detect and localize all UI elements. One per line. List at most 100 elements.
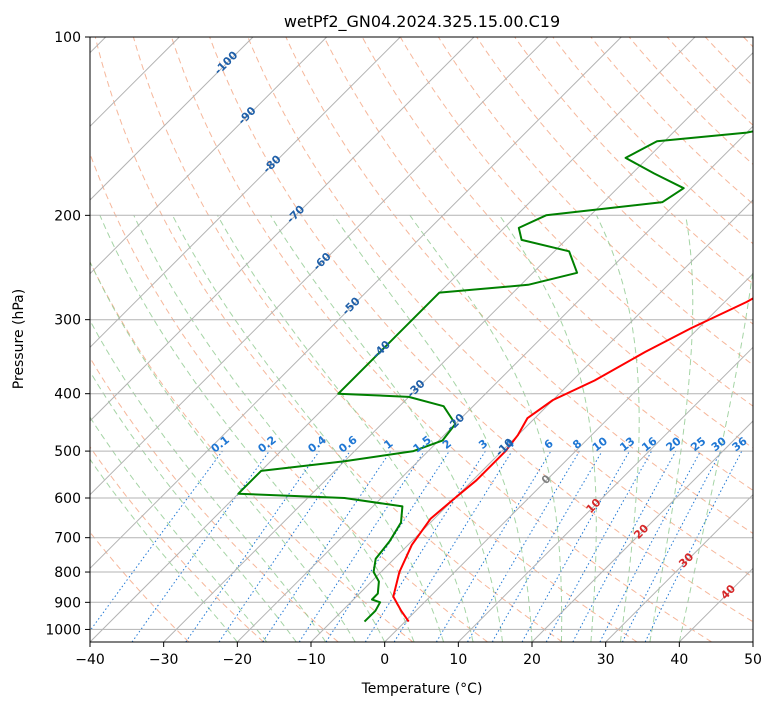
isotherm-line: [678, 567, 753, 642]
x-tick-label: 40: [670, 652, 688, 668]
isotherm-label: -80: [261, 152, 284, 175]
isotherm-line: [163, 51, 753, 642]
isotherm-label: 0: [539, 472, 554, 487]
moist-adiabat: [90, 319, 327, 642]
moist-adiabat: [99, 215, 386, 642]
isotherm-line: [605, 493, 753, 642]
mixing-ratio-line: [644, 450, 743, 642]
isotherm-line: [752, 641, 753, 642]
mixing-ratio-line: [467, 450, 580, 642]
isotherm-label: -10: [493, 436, 516, 459]
x-tick-label: −10: [296, 652, 326, 668]
mixing-ratio-line: [393, 450, 513, 642]
y-tick-label: 900: [54, 595, 81, 611]
y-tick-label: 1000: [45, 622, 81, 638]
temperature-line: [392, 297, 753, 623]
mixing-ratio-label: 0.4: [305, 433, 329, 455]
dry-adiabat: [90, 356, 339, 642]
dry-adiabat: [90, 446, 264, 642]
isotherm-line: [90, 37, 401, 349]
x-tick-label: 30: [597, 652, 615, 668]
isotherm-label: 30: [676, 550, 696, 570]
isotherm-line: [236, 125, 753, 642]
dry-adiabat: [323, 37, 753, 491]
moist-adiabat: [649, 215, 694, 642]
moist-adiabat: [409, 215, 563, 642]
isotherm-line: [531, 420, 753, 642]
mixing-ratio-line: [90, 450, 223, 632]
mixing-ratio-label: 1.5: [411, 433, 434, 455]
moist-adiabat: [596, 215, 640, 642]
dry-adiabat: [209, 37, 753, 623]
mixing-ratio-label: 2: [440, 437, 454, 452]
moist-adiabat: [678, 265, 753, 642]
dry-adiabat: [437, 37, 753, 366]
dry-adiabat: [132, 37, 638, 642]
mixing-ratio-line: [298, 450, 425, 642]
isotherm-label: 10: [584, 496, 604, 516]
isotherm-label: -70: [284, 202, 307, 225]
mixing-ratio-line: [325, 450, 450, 642]
chart-title: wetPf2_GN04.2024.325.15.00.C19: [284, 12, 560, 32]
mixing-ratio-line: [185, 450, 320, 642]
moist-adiabat: [333, 215, 533, 642]
mixing-ratio-line: [521, 450, 630, 642]
dry-adiabat: [743, 37, 753, 48]
isotherm-line: [90, 37, 622, 570]
moist-adiabat: [90, 416, 268, 642]
isotherm-label: -20: [444, 411, 467, 434]
dry-adiabat: [94, 37, 563, 642]
isotherm-line: [384, 272, 753, 642]
x-tick-label: −40: [75, 652, 105, 668]
isotherm-line: [310, 199, 753, 642]
mixing-ratio-line: [131, 450, 270, 642]
x-axis-label: Temperature (°C): [361, 681, 483, 697]
x-tick-label: 20: [523, 652, 541, 668]
dry-adiabat: [285, 37, 753, 535]
y-tick-label: 100: [54, 30, 81, 46]
mixing-ratio-line: [572, 450, 677, 642]
y-tick-label: 400: [54, 387, 81, 403]
dry-adiabat: [171, 37, 712, 642]
isotherm-line: [90, 37, 254, 201]
moist-adiabat: [172, 215, 445, 642]
x-tick-label: 0: [380, 652, 389, 668]
moist-adiabat: [90, 260, 356, 642]
mixing-ratio-label: 0.6: [336, 433, 360, 455]
isotherm-line: [90, 37, 328, 275]
isotherm-label: 20: [631, 521, 651, 541]
isotherm-line: [90, 37, 549, 496]
moist-adiabat: [90, 370, 297, 642]
y-axis: 100 200 300 400 500 600 700 800 900 1000: [45, 30, 90, 638]
x-axis: −40 −30 −20 −10 0 10 20 30 40 50: [75, 642, 762, 668]
dry-adiabat: [476, 37, 753, 325]
isotherm-label: -90: [235, 104, 258, 127]
y-tick-label: 300: [54, 313, 81, 329]
isotherm-label: -50: [340, 294, 363, 317]
y-tick-label: 500: [54, 444, 81, 460]
x-tick-label: 10: [449, 652, 467, 668]
moist-adiabat: [270, 215, 503, 642]
dry-adiabat: [704, 37, 753, 87]
dry-adiabat: [90, 531, 190, 642]
mixing-ratio-line: [262, 450, 392, 642]
mixing-ratio-line: [599, 450, 701, 642]
isotherm-line: [457, 346, 753, 642]
mixing-ratio-line: [218, 450, 351, 642]
dry-adiabat: [552, 37, 753, 245]
isotherm-label: -60: [311, 250, 334, 273]
x-tick-label: −30: [149, 652, 179, 668]
x-tick-label: 50: [744, 652, 762, 668]
y-axis-label: Pressure (hPa): [11, 289, 27, 389]
plot-frame: [89, 36, 754, 643]
moist-adiabat: [90, 458, 238, 642]
dry-adiabat: [590, 37, 753, 205]
mixing-ratio-line: [545, 450, 653, 642]
y-tick-label: 200: [54, 208, 81, 224]
dry-adiabat: [247, 37, 753, 578]
x-tick-label: −20: [223, 652, 253, 668]
moist-adiabat: [217, 215, 474, 642]
isotherm-line: [90, 37, 475, 422]
y-tick-label: 600: [54, 491, 81, 507]
